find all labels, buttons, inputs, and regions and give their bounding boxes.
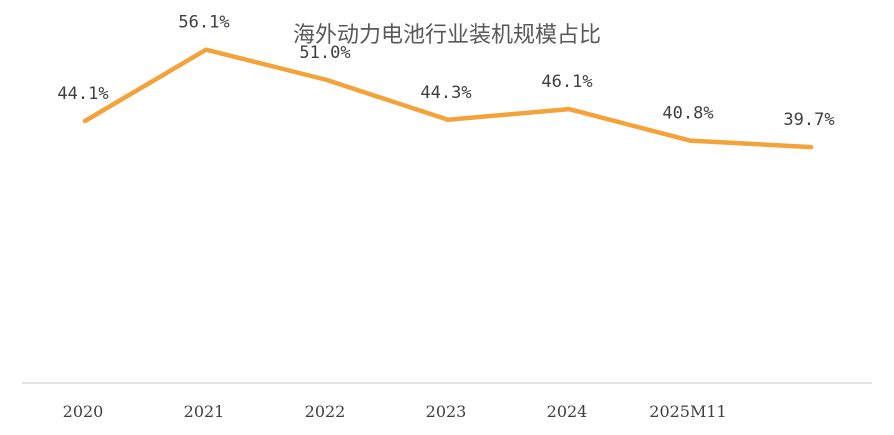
x-tick-label: 2022 xyxy=(305,402,346,421)
data-label: 39.7% xyxy=(783,110,834,130)
data-point xyxy=(83,118,87,123)
series-layer xyxy=(82,47,814,150)
x-tick-label: 2024 xyxy=(547,402,588,421)
data-point xyxy=(809,145,813,150)
x-tick-label: 2025M11 xyxy=(649,402,726,421)
data-label: 44.1% xyxy=(57,84,108,104)
x-tick-label: 2020 xyxy=(63,402,104,421)
x-tick-label: 2021 xyxy=(184,402,225,421)
x-tick-layer: 2020 2021 2022 2023 2024 2025M11 xyxy=(63,402,727,421)
chart-title: 海外动力电池行业装机规模占比 xyxy=(293,23,601,48)
x-tick-label: 2023 xyxy=(426,402,467,421)
data-label: 46.1% xyxy=(541,72,592,92)
data-label: 56.1% xyxy=(178,13,229,33)
data-point xyxy=(446,117,450,122)
data-point xyxy=(567,107,571,112)
data-label: 51.0% xyxy=(299,43,350,63)
data-label-layer: 44.1% 56.1% 51.0% 44.3% 46.1% 40.8% 39.7% xyxy=(57,13,834,130)
data-label: 40.8% xyxy=(662,104,713,124)
data-point xyxy=(688,138,692,143)
data-point xyxy=(204,47,208,52)
data-label: 44.3% xyxy=(420,83,471,103)
data-point xyxy=(325,77,329,82)
